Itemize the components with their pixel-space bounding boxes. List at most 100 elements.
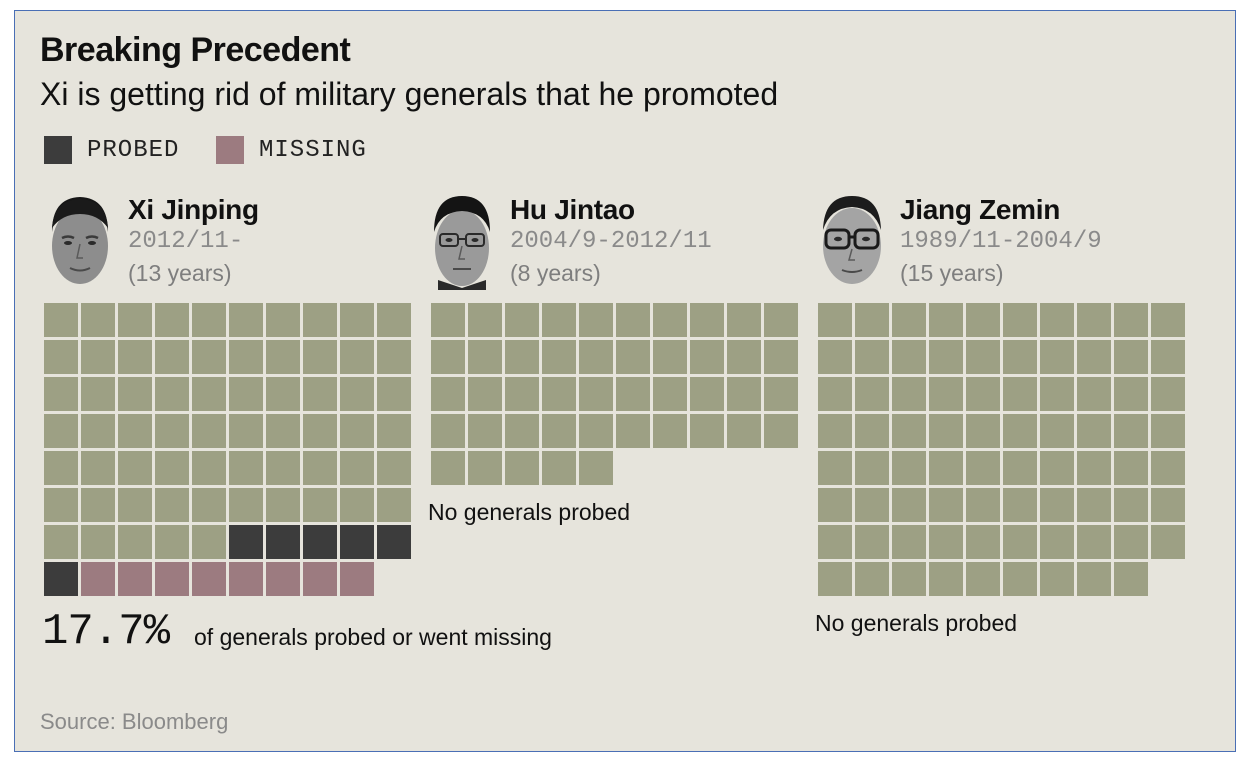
waffle-cell-normal xyxy=(377,377,411,411)
waffle-cell-normal xyxy=(1114,377,1148,411)
waffle-cell-normal xyxy=(818,488,852,522)
waffle-cell-normal xyxy=(118,340,152,374)
waffle-cell-normal xyxy=(1151,488,1185,522)
waffle-cell-normal xyxy=(303,340,337,374)
legend-label-probed: PROBED xyxy=(87,137,180,164)
waffle-cell-normal xyxy=(44,340,78,374)
waffle-cell-normal xyxy=(118,451,152,485)
waffle-cell-normal xyxy=(229,340,263,374)
waffle-cell-normal xyxy=(81,340,115,374)
waffle-cell-normal xyxy=(929,340,963,374)
waffle-cell-normal xyxy=(966,303,1000,337)
waffle-cell-probed xyxy=(303,525,337,559)
waffle-cell-normal xyxy=(690,303,724,337)
waffle-cell-normal xyxy=(966,377,1000,411)
waffle-cell-normal xyxy=(192,488,226,522)
waffle-cell-normal xyxy=(653,303,687,337)
waffle-cell-normal xyxy=(616,414,650,448)
waffle-cell-normal xyxy=(966,525,1000,559)
waffle-cell-normal xyxy=(929,525,963,559)
waffle-cell-normal xyxy=(468,414,502,448)
waffle-cell-normal xyxy=(44,303,78,337)
waffle-cell-normal xyxy=(1040,414,1074,448)
waffle-cell-normal xyxy=(1114,562,1148,596)
portrait-jiang-zemin xyxy=(823,196,881,284)
waffle-cell-normal xyxy=(266,303,300,337)
waffle-cell-normal xyxy=(892,414,926,448)
waffle-cell-missing xyxy=(81,562,115,596)
waffle-cell-normal xyxy=(1040,488,1074,522)
waffle-cell-normal xyxy=(192,414,226,448)
waffle-cell-normal xyxy=(1003,451,1037,485)
leader-name: Hu Jintao xyxy=(510,194,635,225)
waffle-cell-missing xyxy=(340,562,374,596)
waffle-cell-normal xyxy=(855,414,889,448)
waffle-cell-normal xyxy=(340,451,374,485)
waffle-cell-normal xyxy=(542,414,576,448)
waffle-jiang-zemin xyxy=(818,303,1185,596)
waffle-cell-normal xyxy=(1003,488,1037,522)
waffle-cell-normal xyxy=(1077,451,1111,485)
waffle-cell-normal xyxy=(118,303,152,337)
waffle-cell-normal xyxy=(727,303,761,337)
waffle-cell-normal xyxy=(1114,525,1148,559)
waffle-cell-normal xyxy=(81,488,115,522)
leader-term: 2012/11- xyxy=(128,228,244,255)
waffle-cell-normal xyxy=(505,340,539,374)
chart-title: Breaking Precedent xyxy=(40,31,351,69)
waffle-cell-normal xyxy=(229,377,263,411)
waffle-cell-normal xyxy=(155,451,189,485)
leader-years: (15 years) xyxy=(900,260,1004,286)
waffle-cell-normal xyxy=(1077,562,1111,596)
waffle-cell-normal xyxy=(1003,414,1037,448)
waffle-cell-probed xyxy=(340,525,374,559)
waffle-cell-normal xyxy=(1077,525,1111,559)
legend-label-missing: MISSING xyxy=(259,137,367,164)
waffle-cell-normal xyxy=(468,340,502,374)
waffle-cell-normal xyxy=(542,377,576,411)
waffle-cell-normal xyxy=(818,562,852,596)
waffle-xi-jinping xyxy=(44,303,411,596)
waffle-cell-missing xyxy=(155,562,189,596)
waffle-cell-normal xyxy=(966,488,1000,522)
waffle-cell-normal xyxy=(929,562,963,596)
waffle-cell-missing xyxy=(229,562,263,596)
waffle-cell-normal xyxy=(542,340,576,374)
waffle-cell-normal xyxy=(192,377,226,411)
waffle-cell-normal xyxy=(855,525,889,559)
waffle-cell-normal xyxy=(1151,451,1185,485)
waffle-cell-normal xyxy=(1040,340,1074,374)
waffle-cell-normal xyxy=(377,488,411,522)
waffle-cell-normal xyxy=(818,340,852,374)
waffle-cell-missing xyxy=(192,562,226,596)
waffle-cell-normal xyxy=(1114,451,1148,485)
waffle-cell-normal xyxy=(690,340,724,374)
waffle-cell-normal xyxy=(1114,414,1148,448)
waffle-cell-normal xyxy=(818,414,852,448)
waffle-cell-normal xyxy=(892,303,926,337)
waffle-cell-normal xyxy=(1040,562,1074,596)
waffle-cell-normal xyxy=(892,525,926,559)
leader-term: 2004/9-2012/11 xyxy=(510,228,712,255)
waffle-cell-normal xyxy=(431,414,465,448)
waffle-cell-normal xyxy=(377,414,411,448)
waffle-note-hu-jintao: No generals probed xyxy=(428,499,631,525)
waffle-cell-normal xyxy=(505,303,539,337)
waffle-cell-normal xyxy=(303,303,337,337)
waffle-cell-normal xyxy=(81,451,115,485)
leader-term: 1989/11-2004/9 xyxy=(900,228,1102,255)
leader-years: (13 years) xyxy=(128,260,232,286)
waffle-cell-normal xyxy=(340,377,374,411)
waffle-cell-normal xyxy=(579,303,613,337)
legend-swatch-missing xyxy=(216,136,244,164)
waffle-cell-normal xyxy=(1077,377,1111,411)
waffle-cell-normal xyxy=(81,525,115,559)
waffle-cell-normal xyxy=(892,562,926,596)
stat-percentage: 17.7% xyxy=(42,607,170,657)
waffle-cell-normal xyxy=(44,377,78,411)
waffle-cell-normal xyxy=(192,340,226,374)
waffle-cell-normal xyxy=(1114,340,1148,374)
waffle-cell-normal xyxy=(653,340,687,374)
waffle-cell-normal xyxy=(505,451,539,485)
leader-name: Xi Jinping xyxy=(128,194,259,225)
